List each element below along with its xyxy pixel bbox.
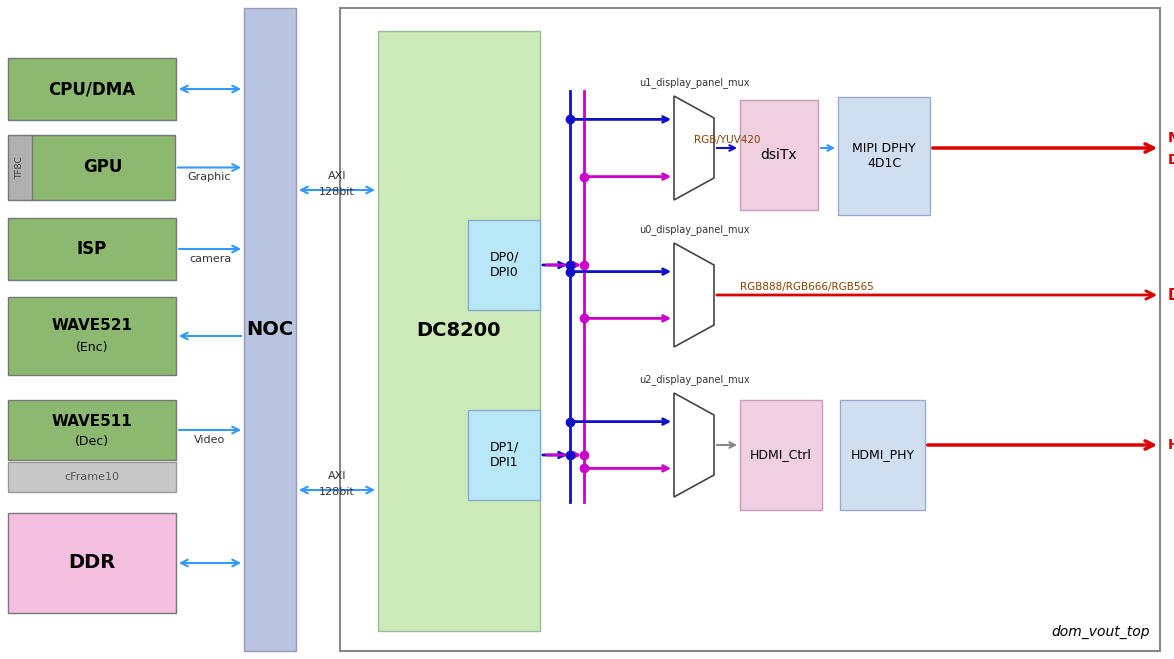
Text: camera: camera xyxy=(189,254,231,264)
Polygon shape xyxy=(674,393,714,497)
Text: MIPI DPHY
4D1C: MIPI DPHY 4D1C xyxy=(852,142,916,170)
Text: dsiTx: dsiTx xyxy=(761,148,797,162)
Text: TFBC: TFBC xyxy=(15,156,25,179)
Bar xyxy=(841,400,925,510)
Text: u1_display_panel_mux: u1_display_panel_mux xyxy=(639,77,749,88)
Polygon shape xyxy=(674,96,714,200)
Text: DPI: DPI xyxy=(1168,287,1174,302)
Text: GPU: GPU xyxy=(83,159,122,177)
Bar xyxy=(244,8,296,651)
Bar xyxy=(468,220,540,310)
Text: NOC: NOC xyxy=(247,320,294,339)
Bar xyxy=(8,58,176,120)
Bar xyxy=(8,513,176,613)
Text: u2_display_panel_mux: u2_display_panel_mux xyxy=(639,374,749,385)
Text: DP1/
DPI1: DP1/ DPI1 xyxy=(490,441,519,469)
Bar xyxy=(31,135,175,200)
Text: DP0/
DPI0: DP0/ DPI0 xyxy=(490,251,519,279)
Bar xyxy=(378,31,540,631)
Text: HDMI_Ctrl: HDMI_Ctrl xyxy=(750,449,812,461)
Bar xyxy=(8,400,176,460)
Text: Video: Video xyxy=(195,435,225,445)
Text: RGB/YUV420: RGB/YUV420 xyxy=(694,135,761,145)
Text: Graphic: Graphic xyxy=(188,173,231,183)
Bar xyxy=(468,410,540,500)
Bar xyxy=(740,100,818,210)
Text: (Enc): (Enc) xyxy=(76,341,108,355)
Bar xyxy=(340,8,1160,651)
Text: dom_vout_top: dom_vout_top xyxy=(1052,625,1151,639)
Bar xyxy=(740,400,822,510)
Text: CPU/DMA: CPU/DMA xyxy=(48,80,135,98)
Text: HDMI_PHY: HDMI_PHY xyxy=(850,449,915,461)
Text: (Dec): (Dec) xyxy=(75,436,109,449)
Text: MIPI: MIPI xyxy=(1168,131,1174,145)
Text: 128bit: 128bit xyxy=(319,187,355,197)
Text: AXI: AXI xyxy=(328,471,346,481)
Text: WAVE511: WAVE511 xyxy=(52,415,133,430)
Text: HDMI: HDMI xyxy=(1168,438,1174,452)
Text: 128bit: 128bit xyxy=(319,487,355,497)
Text: RGB888/RGB666/RGB565: RGB888/RGB666/RGB565 xyxy=(740,282,873,292)
Bar xyxy=(8,297,176,375)
Text: DHPY: DHPY xyxy=(1168,153,1174,167)
Bar xyxy=(8,218,176,280)
Text: AXI: AXI xyxy=(328,171,346,181)
Bar xyxy=(8,462,176,492)
Polygon shape xyxy=(674,243,714,347)
Text: u0_display_panel_mux: u0_display_panel_mux xyxy=(639,224,749,235)
Text: DDR: DDR xyxy=(68,554,115,573)
Bar xyxy=(8,135,32,200)
Text: cFrame10: cFrame10 xyxy=(65,472,120,482)
Text: ISP: ISP xyxy=(76,240,107,258)
Bar xyxy=(838,97,930,215)
Text: DC8200: DC8200 xyxy=(417,322,501,341)
Text: WAVE521: WAVE521 xyxy=(52,318,133,333)
